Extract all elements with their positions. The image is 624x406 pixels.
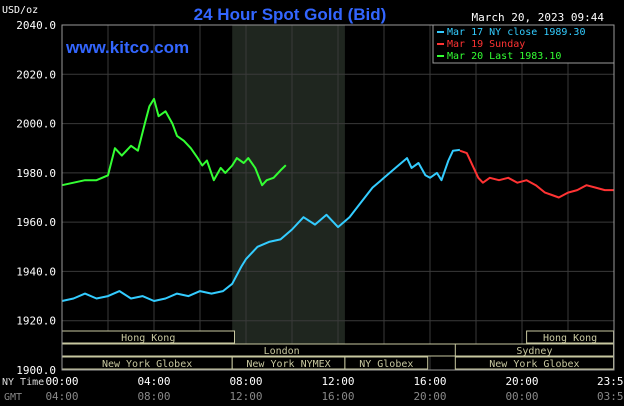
legend-entry: Mar 20 Last 1983.10 [447, 51, 561, 62]
gmt-tick: 04:00 [45, 390, 78, 403]
session-label: NY Globex [359, 359, 413, 370]
session-label: Hong Kong [543, 333, 597, 344]
unit-label: USD/oz [2, 5, 38, 16]
y-tick-label: 1900.0 [16, 364, 56, 377]
series-line [61, 97, 287, 187]
y-tick-label: 2040.0 [16, 19, 56, 32]
y-tick-labels: 1900.0 1920.0 1940.0 1960.0 1980.0 2000.0 2020… [16, 19, 56, 377]
session-label: Sydney [516, 346, 552, 357]
legend-entry: Mar 17 NY close 1989.30 [447, 27, 585, 38]
x-tick-labels: 00:00 04:00 04:00 08:00 08:00 12:00 12:00 16:00… [45, 375, 624, 403]
gmt-tick: 08:00 [137, 390, 170, 403]
ny-time-tick: 00:00 [45, 375, 78, 388]
y-tick-label: 2000.0 [16, 118, 56, 131]
nymex-session-shade [232, 25, 345, 370]
session-label: New York Globex [102, 359, 192, 370]
ny-time-tick: 12:00 [321, 375, 354, 388]
ny-time-tick: 04:00 [137, 375, 170, 388]
y-tick-label: 1920.0 [16, 315, 56, 328]
legend-entry: Mar 19 Sunday [447, 39, 525, 50]
session-label: New York NYMEX [246, 359, 330, 370]
series-line [459, 149, 614, 199]
session-bar [344, 356, 429, 370]
session-label: Hong Kong [121, 333, 175, 344]
ny-time-tick: 08:00 [229, 375, 262, 388]
series-line [61, 148, 461, 302]
gmt-tick: 12:00 [229, 390, 262, 403]
session-bars: Hong Kong Hong Kong London Sydney New York G… [61, 330, 615, 370]
ny-time-tick: 16:00 [413, 375, 446, 388]
gmt-tick: 00:00 [505, 390, 538, 403]
watermark-link[interactable]: www.kitco.com [65, 38, 189, 57]
session-label: New York Globex [489, 359, 579, 370]
session-label: London [264, 346, 300, 357]
chart-title: 24 Hour Spot Gold (Bid) [194, 5, 387, 24]
ny-time-label: NY Time [2, 377, 44, 388]
gmt-tick: 20:00 [413, 390, 446, 403]
ny-time-tick: 20:00 [505, 375, 538, 388]
y-tick-label: 1980.0 [16, 167, 56, 180]
y-tick-label: 2020.0 [16, 68, 56, 81]
series-lines [61, 97, 614, 302]
nymex-shading [232, 25, 345, 370]
gmt-tick: 16:00 [321, 390, 354, 403]
y-tick-label: 1940.0 [16, 265, 56, 278]
ny-time-tick: 23:59 [597, 375, 624, 388]
gmt-tick: 03:59 [597, 390, 624, 403]
gmt-label: GMT [4, 392, 22, 403]
legend-box [432, 24, 615, 64]
timestamp: March 20, 2023 09:44 [472, 11, 605, 24]
plot-frame [61, 24, 615, 371]
y-tick-label: 1960.0 [16, 216, 56, 229]
